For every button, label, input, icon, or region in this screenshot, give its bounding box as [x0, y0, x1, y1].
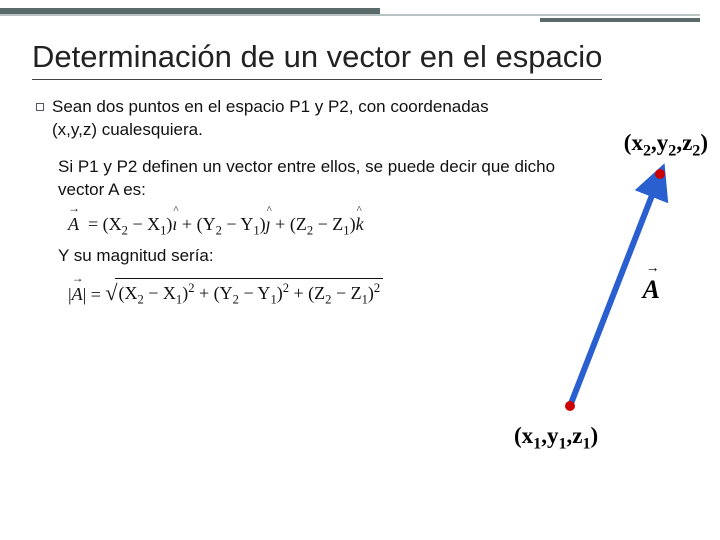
vector-arrow [508, 130, 708, 460]
slide-body: Determinación de un vector en el espacio… [0, 0, 720, 540]
slide-title: Determinación de un vector en el espacio [32, 38, 602, 80]
bullet-1: Sean dos puntos en el espacio P1 y P2, c… [32, 96, 502, 142]
vector-diagram: (x2,y2,z2) A (x1,y1,z1) [508, 130, 708, 460]
point-bottom-dot [565, 401, 575, 411]
point-bottom-label: (x1,y1,z1) [514, 423, 598, 454]
point-top-dot [655, 169, 665, 179]
vector-label: A [643, 275, 660, 305]
text-definition: Si P1 y P2 definen un vector entre ellos… [32, 156, 572, 202]
text-magnitude: Y su magnitud sería: [32, 245, 572, 268]
